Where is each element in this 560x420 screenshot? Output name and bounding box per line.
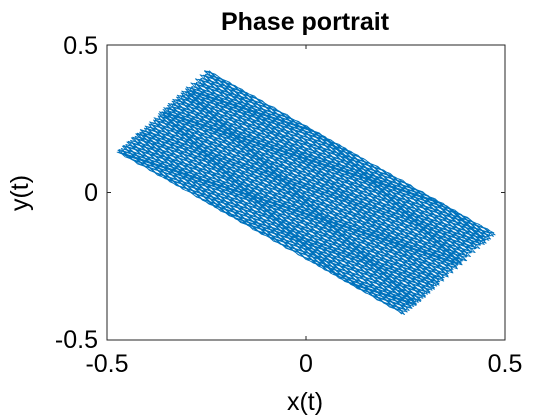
axis-ticks [106,44,506,341]
y-tick-label-zero: 0 [84,179,98,207]
x-tick-label-neg: -0.5 [85,350,128,378]
y-tick-label-neg: -0.5 [55,326,98,354]
trajectory-line [116,70,496,316]
trajectory [116,70,496,316]
y-axis-label: y(t) [6,175,34,211]
x-tick-label-pos: 0.5 [488,350,523,378]
plot-area [106,44,506,341]
chart-title: Phase portrait [221,8,390,36]
x-axis-label: x(t) [287,388,323,416]
y-tick-label-pos: 0.5 [63,32,98,60]
x-tick-label-zero: 0 [299,350,313,378]
